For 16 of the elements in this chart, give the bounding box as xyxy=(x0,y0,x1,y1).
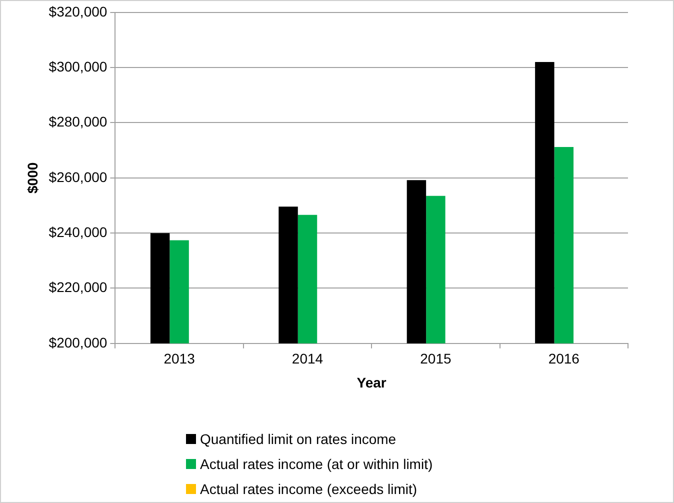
legend-label: Quantified limit on rates income xyxy=(199,430,398,449)
x-tick-label: 2013 xyxy=(164,350,196,367)
y-tick-label: $200,000 xyxy=(48,334,108,350)
x-tick-label: 2016 xyxy=(548,350,580,367)
legend-label: Actual rates income (at or within limit) xyxy=(199,454,433,474)
y-tick-label: $260,000 xyxy=(48,168,108,185)
x-tick-label: 2015 xyxy=(420,350,452,367)
x-axis-title: Year xyxy=(356,374,387,390)
y-tick-label: $240,000 xyxy=(48,224,108,240)
y-tick-label: $280,000 xyxy=(48,114,108,130)
x-tick-label: 2014 xyxy=(292,350,324,367)
y-tick-label: $300,000 xyxy=(48,58,108,74)
y-tick-label: $320,000 xyxy=(48,3,108,20)
y-axis-title: $000 xyxy=(24,162,40,194)
legend-label: Actual rates income (exceeds limit) xyxy=(199,480,418,499)
y-tick-label: $220,000 xyxy=(48,279,108,296)
